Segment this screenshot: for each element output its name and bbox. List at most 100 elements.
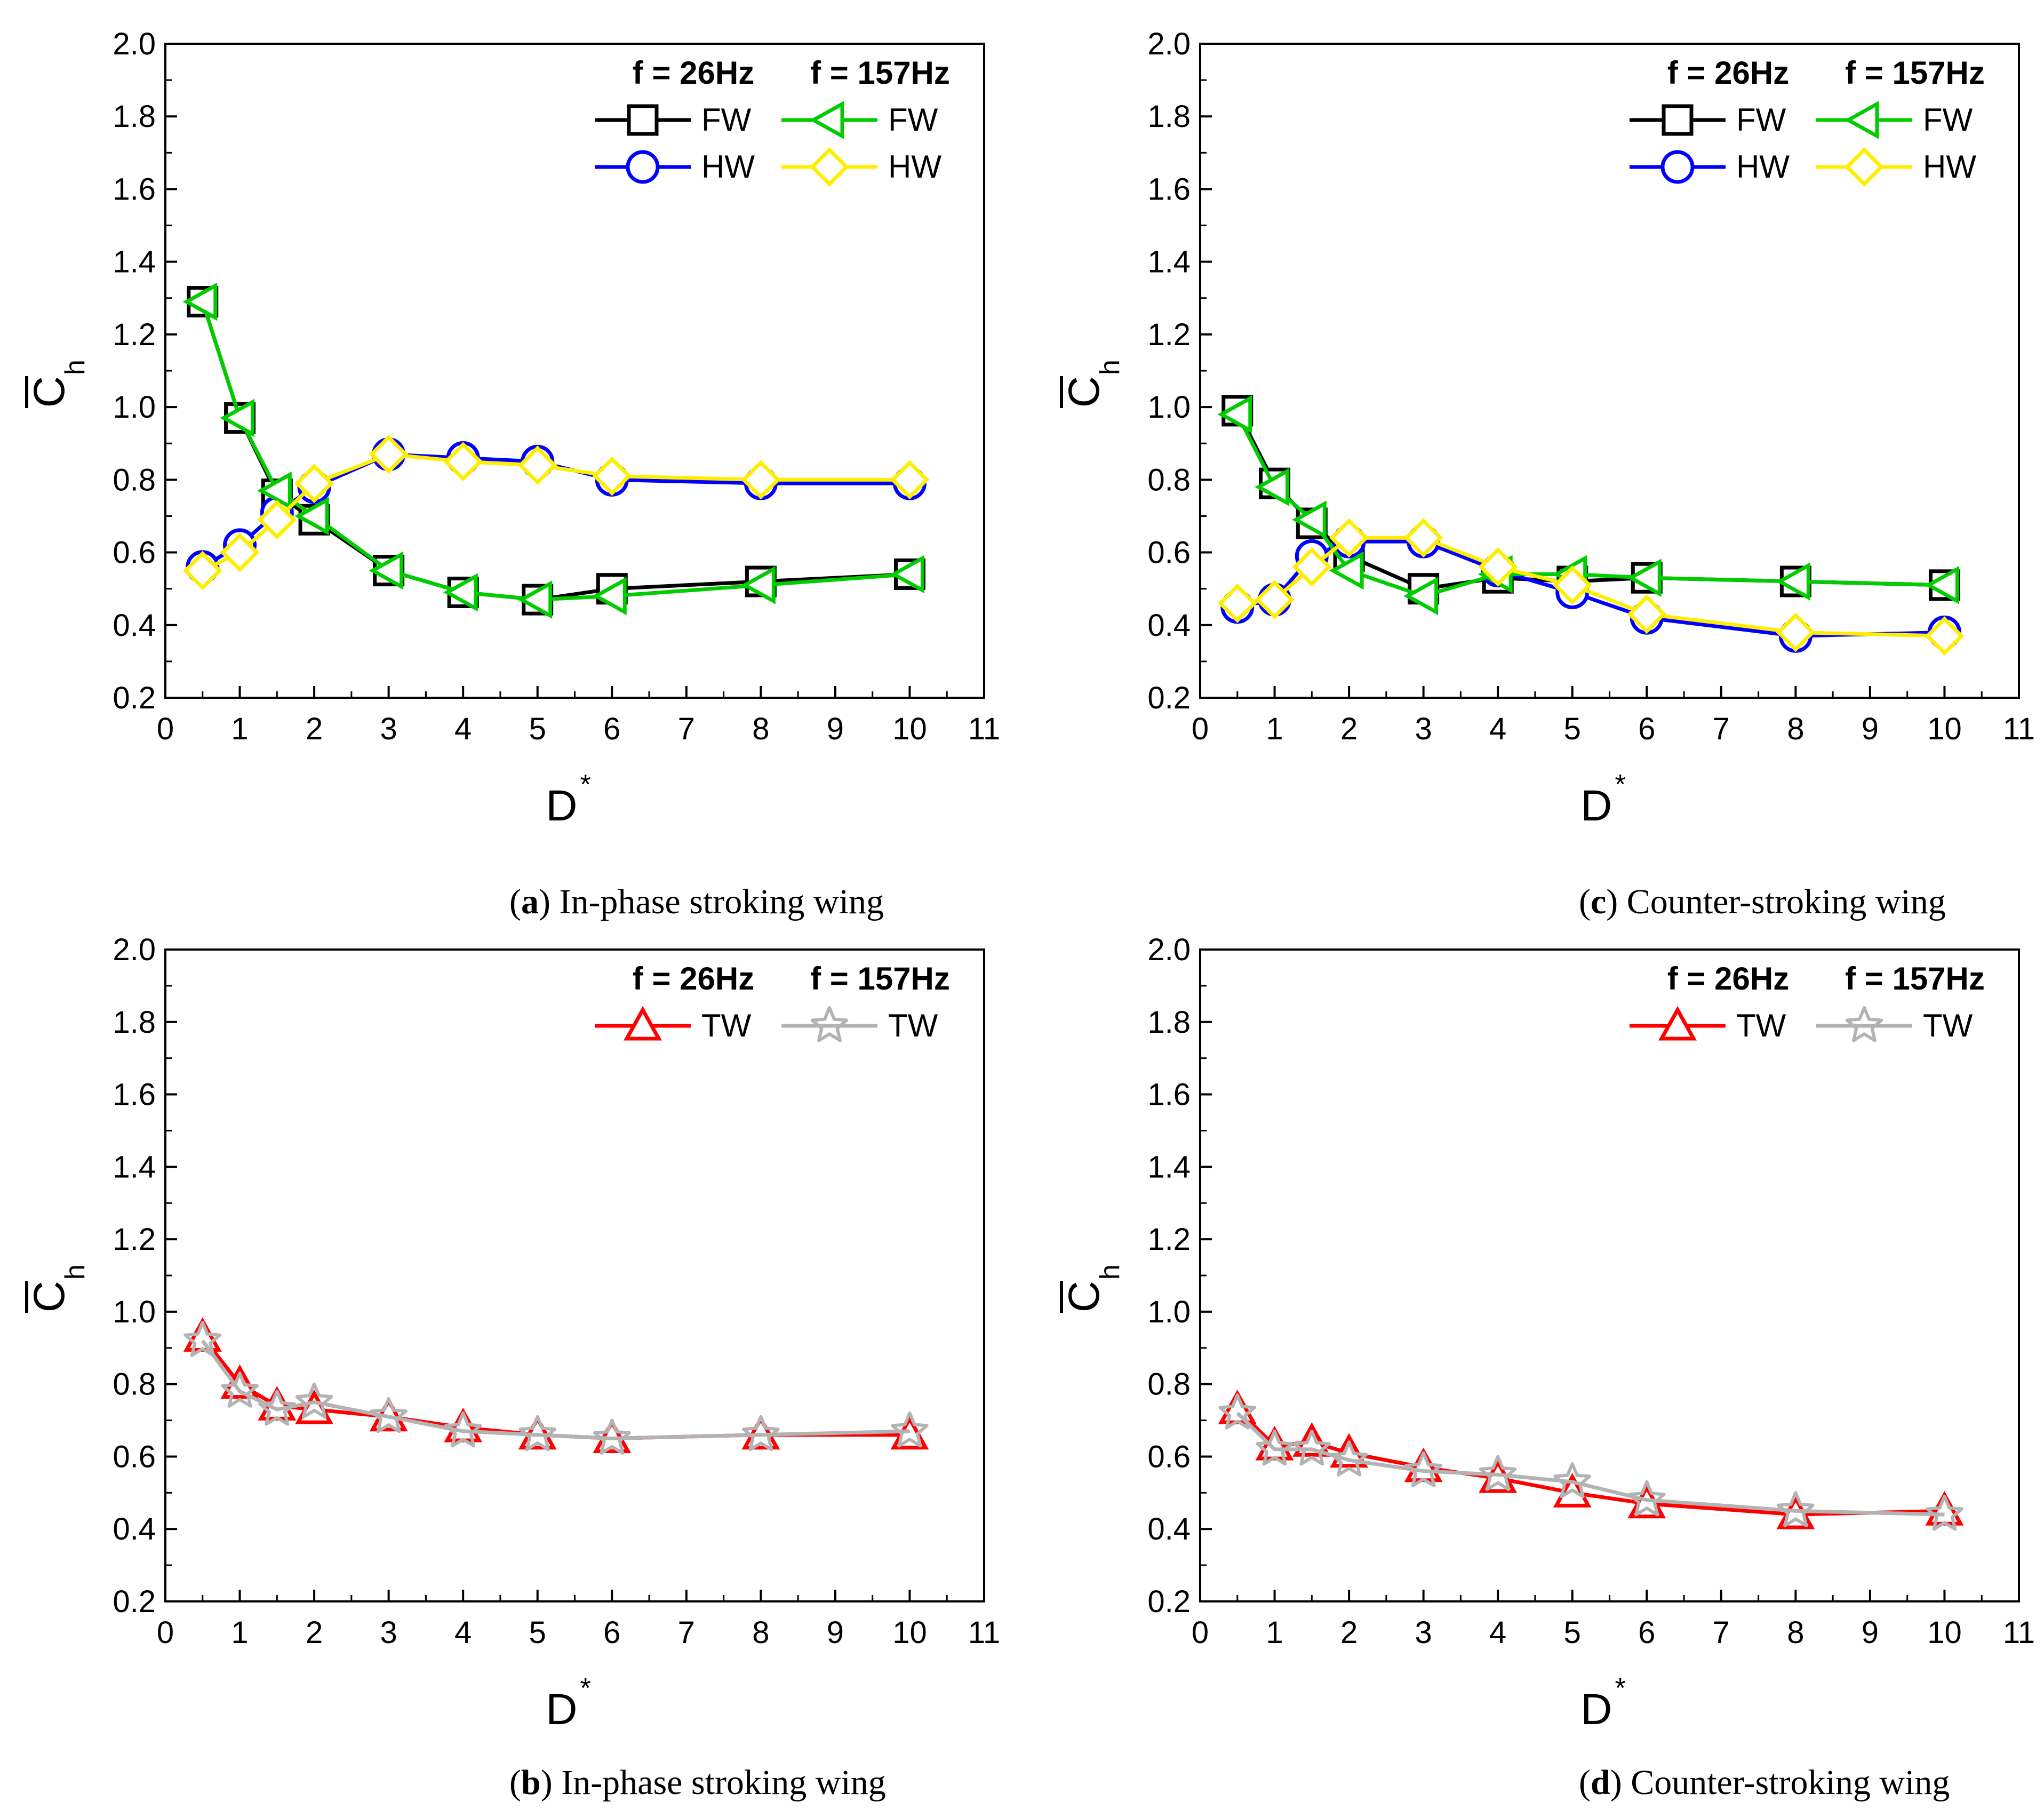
y-axis-title-sub: h	[60, 1264, 91, 1280]
x-tick-label: 10	[892, 1615, 927, 1650]
x-axis-title-sup: *	[580, 769, 591, 800]
caption-text: In-phase stroking wing	[550, 882, 884, 921]
x-tick-label: 9	[1862, 712, 1879, 746]
data-point	[1293, 1429, 1331, 1466]
data-point	[593, 1418, 631, 1455]
y-axis-title-group: Ch	[1060, 1264, 1125, 1313]
data-point	[369, 434, 409, 474]
legend-label: TW	[1736, 1008, 1786, 1043]
data-point	[182, 282, 218, 321]
data-point	[1403, 577, 1439, 616]
data-point	[592, 577, 627, 616]
caption-close: )	[1610, 1763, 1622, 1802]
y-tick-label: 1.6	[1147, 1078, 1191, 1112]
x-tick-label: 11	[968, 712, 1000, 746]
y-tick-label: 0.2	[113, 1584, 156, 1619]
plot-frame	[164, 948, 985, 1602]
x-tick-label: 9	[827, 712, 844, 746]
data-point	[294, 464, 334, 504]
x-axis-title-sup: *	[1615, 769, 1626, 800]
x-tick-label: 7	[1713, 1615, 1730, 1650]
x-tick-label: 4	[454, 712, 472, 746]
x-tick-label: 1	[231, 712, 248, 746]
data-point	[1926, 1495, 1963, 1531]
x-tick-label: 1	[231, 1615, 248, 1650]
y-tick-label: 1.6	[113, 1078, 156, 1112]
data-point	[220, 398, 255, 437]
caption-letter: c	[1591, 882, 1606, 921]
data-point	[444, 1411, 482, 1448]
y-tick-label: 0.6	[113, 1439, 156, 1474]
data-point	[1925, 616, 1965, 656]
x-tick-label: 8	[1787, 712, 1804, 746]
y-tick-label: 1.0	[113, 390, 156, 425]
series-line	[201, 301, 910, 602]
legend-marker	[1662, 104, 1694, 136]
series-line	[1235, 413, 1945, 598]
y-axis-title: C	[25, 1281, 74, 1312]
data-point	[1404, 1451, 1442, 1488]
legend: f = 26Hz f = 157Hz TW TW	[595, 961, 950, 1043]
x-tick-label: 5	[529, 712, 546, 746]
y-tick-label: 1.4	[1147, 245, 1191, 280]
caption-letter: d	[1591, 1763, 1610, 1802]
data-point	[257, 500, 297, 540]
legend-marker	[809, 101, 844, 139]
y-tick-label: 1.2	[1147, 1222, 1191, 1257]
series-f26hz-fw	[187, 286, 925, 616]
x-tick-label: 3	[1415, 712, 1432, 746]
y-tick-label: 0.8	[113, 463, 156, 497]
plot-frame	[1199, 948, 2020, 1602]
data-point	[1292, 500, 1327, 539]
x-tick-label: 10	[892, 712, 927, 746]
y-tick-label: 1.0	[113, 1295, 156, 1329]
data-point	[1627, 1480, 1666, 1517]
data-point	[1777, 1491, 1815, 1527]
y-tick-label: 1.4	[113, 245, 156, 280]
x-tick-label: 8	[752, 1615, 769, 1650]
data-point	[295, 1382, 333, 1419]
x-tick-label: 3	[380, 712, 397, 746]
y-tick-label: 0.4	[1147, 608, 1191, 643]
data-point	[220, 532, 260, 572]
x-tick-label: 4	[1489, 1615, 1506, 1650]
figure-caption: (d) Counter-stroking wing	[1579, 1763, 1950, 1802]
x-tick-label: 1	[1266, 712, 1283, 746]
data-point	[1292, 547, 1332, 587]
y-tick-label: 2.0	[1147, 932, 1191, 967]
series-line	[201, 301, 910, 602]
x-axis-title: D	[546, 782, 577, 830]
y-tick-label: 1.2	[113, 1222, 156, 1257]
y-tick-label: 0.8	[113, 1367, 156, 1402]
x-axis-title: D	[1580, 1685, 1612, 1734]
data-point	[592, 456, 632, 496]
x-tick-label: 11	[2003, 712, 2035, 746]
legend-header: f = 26Hz	[633, 961, 754, 996]
series-f157hz-tw	[1218, 1393, 1963, 1531]
x-axis-title: D	[546, 1685, 577, 1734]
legend-marker	[1845, 1006, 1883, 1042]
chart-d: 0 1 2 3 4 5 6 7 8 9 10 11 0.2 0.4 0.6 0.8 1.0 1.2 1.4 1.6 1.…	[1060, 932, 2035, 1802]
data-point	[1478, 547, 1518, 587]
legend-marker	[626, 150, 660, 184]
legend-marker	[1658, 1006, 1697, 1041]
data-point	[443, 573, 478, 612]
x-tick-label: 9	[827, 1615, 844, 1650]
caption-close: )	[539, 882, 550, 921]
x-tick-label: 6	[603, 1615, 620, 1650]
legend-header: f = 157Hz	[810, 55, 950, 91]
series-f157hz-tw	[183, 1321, 929, 1455]
caption-text: Counter-stroking wing	[1622, 1763, 1950, 1802]
series-line	[202, 452, 910, 572]
data-point	[294, 497, 329, 536]
data-point	[221, 1372, 259, 1408]
legend-marker	[624, 1006, 662, 1041]
y-tick-label: 0.2	[1147, 681, 1191, 715]
legend-header: f = 157Hz	[1845, 961, 1985, 996]
caption-letter: a	[521, 882, 539, 921]
y-tick-label: 0.6	[1147, 1439, 1191, 1474]
y-tick-label: 0.4	[1147, 1512, 1191, 1546]
series-f157hz-hw	[182, 434, 930, 591]
x-tick-label: 6	[1638, 712, 1655, 746]
y-tick-label: 2.0	[1147, 27, 1191, 61]
